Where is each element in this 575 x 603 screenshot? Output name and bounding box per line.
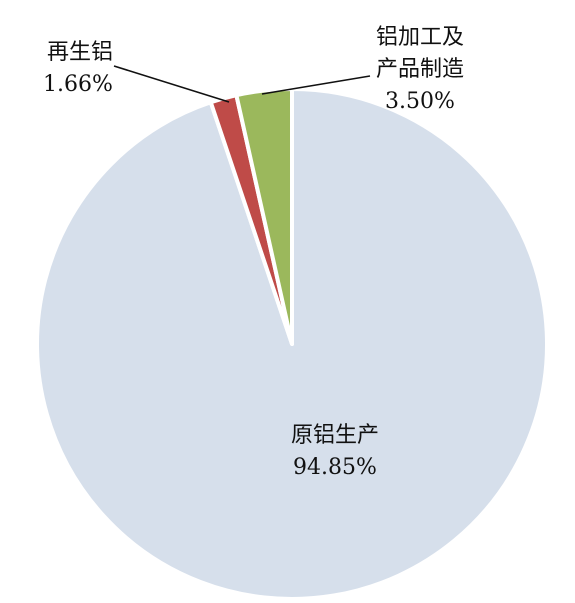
leader-line-recycled: [113, 65, 230, 103]
slice-label-processing-line2: 产品制造: [376, 57, 464, 82]
slice-label-primary: 原铝生产: [291, 423, 379, 448]
slice-label-processing-line1: 铝加工及: [376, 25, 464, 50]
pie-slices: [35, 87, 549, 601]
leader-lines: [113, 65, 371, 103]
slice-value-processing: 3.50%: [385, 89, 455, 114]
slice-label-recycled: 再生铝: [47, 40, 113, 65]
leader-line-processing: [261, 75, 371, 95]
slice-value-recycled: 1.66%: [43, 72, 113, 97]
slice-value-primary: 94.85%: [293, 455, 377, 480]
